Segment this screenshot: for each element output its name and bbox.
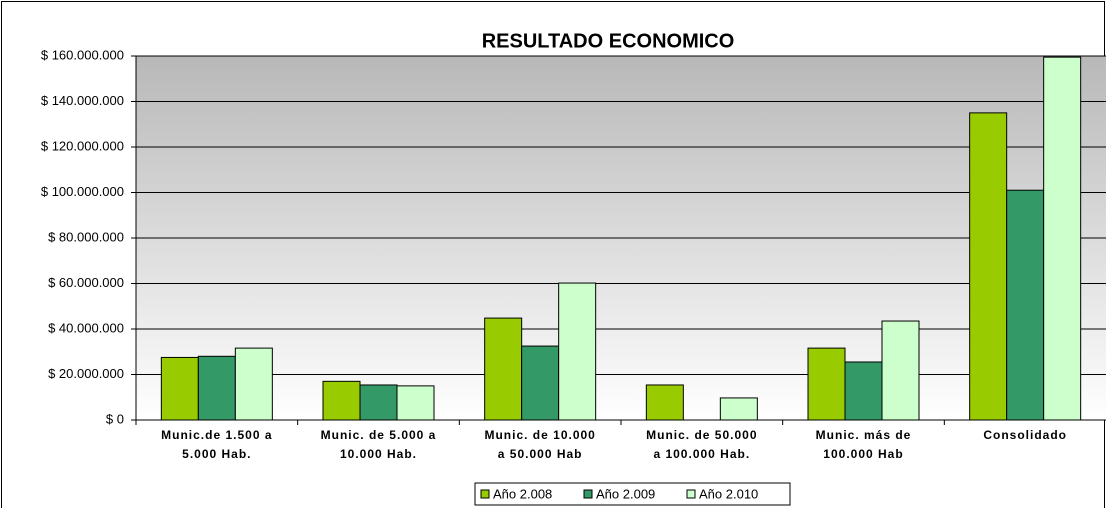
y-tick-label: $ 160.000.000 bbox=[41, 47, 124, 62]
y-tick-label: $ 0 bbox=[106, 411, 124, 426]
bar bbox=[234, 347, 273, 421]
x-tick-label: Munic.de 1.500 a 5.000 Hab. bbox=[161, 428, 272, 461]
bar bbox=[807, 347, 846, 421]
x-tick-label: Munic. más de 100.000 Hab bbox=[816, 428, 912, 461]
legend-label: Año 2.009 bbox=[596, 486, 655, 501]
chart-title: RESULTADO ECONOMICO bbox=[482, 30, 735, 52]
y-tick-label: $ 140.000.000 bbox=[41, 93, 124, 108]
x-tick-label: Munic. de 50.000 a 100.000 Hab. bbox=[646, 428, 757, 461]
bar bbox=[645, 384, 684, 421]
bar bbox=[719, 397, 758, 421]
y-tick-label: $ 60.000.000 bbox=[48, 275, 124, 290]
legend-box bbox=[474, 482, 791, 506]
legend-swatch bbox=[480, 489, 490, 499]
y-tick-label: $ 120.000.000 bbox=[41, 138, 124, 153]
bar bbox=[1006, 189, 1045, 421]
legend-label: Año 2.008 bbox=[493, 486, 552, 501]
bar bbox=[197, 355, 236, 421]
legend-swatch bbox=[686, 489, 696, 499]
bar bbox=[558, 282, 597, 421]
bar bbox=[322, 380, 361, 421]
y-tick-label: $ 40.000.000 bbox=[48, 320, 124, 335]
y-tick-label: $ 100.000.000 bbox=[41, 184, 124, 199]
bar bbox=[160, 356, 199, 421]
x-tick-label: Munic. de 5.000 a 10.000 Hab. bbox=[321, 428, 437, 461]
bar bbox=[969, 112, 1008, 421]
bar bbox=[396, 385, 435, 421]
bar bbox=[484, 317, 523, 421]
bar bbox=[881, 320, 920, 421]
bar bbox=[1043, 56, 1082, 421]
bar bbox=[521, 345, 560, 421]
legend-label: Año 2.010 bbox=[699, 486, 758, 501]
x-tick-label: Munic. de 10.000 a 50.000 Hab bbox=[484, 428, 595, 461]
y-tick-label: $ 20.000.000 bbox=[48, 366, 124, 381]
y-tick-label: $ 80.000.000 bbox=[48, 229, 124, 244]
legend-swatch bbox=[583, 489, 593, 499]
bar bbox=[844, 361, 883, 421]
bar bbox=[359, 384, 398, 421]
x-tick-label: Consolidado bbox=[983, 428, 1067, 442]
